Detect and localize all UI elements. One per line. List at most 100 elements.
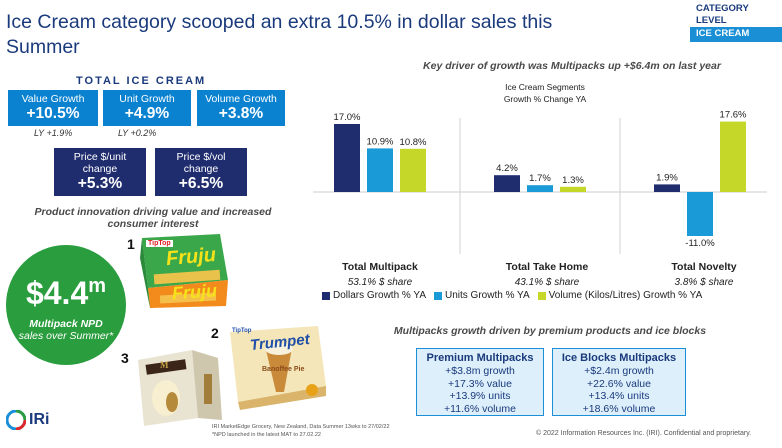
innovation-caption-line1: Product innovation driving value and inc… bbox=[34, 206, 272, 218]
chart-legend: Dollars Growth % YA Units Growth % YA Vo… bbox=[322, 290, 782, 301]
legend-label: Dollars Growth % YA bbox=[333, 290, 426, 301]
bar-data-label: 10.9% bbox=[367, 136, 394, 147]
legend-label: Volume (Kilos/Litres) Growth % YA bbox=[548, 290, 703, 301]
kpi-label: Unit Growth bbox=[119, 93, 175, 105]
chart-title-line2: Growth % Change YA bbox=[504, 94, 587, 104]
bar-dollars-2 bbox=[654, 184, 680, 192]
category-badge-line2: LEVEL bbox=[690, 15, 782, 27]
magnum-logo: M bbox=[160, 360, 169, 370]
category-share: 43.1% $ share bbox=[514, 277, 580, 288]
trumpet-product-image: TipTop Trumpet Banoffee Pie bbox=[226, 322, 328, 410]
kpi-ly-note: LY +1.9% bbox=[34, 128, 73, 138]
box-heading: Premium Multipacks bbox=[426, 352, 534, 364]
kpi-label: change bbox=[183, 163, 219, 175]
bar-volume-0 bbox=[400, 148, 426, 192]
legend-swatch bbox=[537, 291, 546, 300]
category-label: Total Take Home bbox=[505, 261, 589, 273]
kpi-value: +3.8% bbox=[218, 105, 264, 122]
footnote-npd: *NPD launched in the latest MAT to 27.02… bbox=[212, 432, 321, 438]
kpi-price-volume: Price $/vol change +6.5% bbox=[155, 148, 247, 196]
bar-dollars-1 bbox=[494, 175, 520, 192]
kpi-ly-note: LY +0.2% bbox=[118, 128, 157, 138]
innovation-caption-line2: consumer interest bbox=[107, 218, 199, 230]
legend-item-units: Units Growth % YA bbox=[434, 290, 530, 301]
kpi-label: Price $/vol bbox=[176, 151, 226, 163]
page-title: Ice Cream category scooped an extra 10.5… bbox=[6, 11, 553, 58]
bar-volume-1 bbox=[560, 186, 586, 192]
legend-item-dollars: Dollars Growth % YA bbox=[322, 290, 426, 301]
category-badge-line3: ICE CREAM bbox=[690, 27, 782, 42]
trumpet-flavour: Banoffee Pie bbox=[262, 366, 305, 373]
box-line: +13.9% units bbox=[449, 390, 511, 402]
kpi-price-unit: Price $/unit change +5.3% bbox=[54, 148, 146, 196]
category-label: Total Novelty bbox=[671, 261, 737, 273]
bar-units-1 bbox=[527, 185, 553, 192]
tiptop-logo-2: TipTop bbox=[232, 328, 252, 334]
tiptop-logo-1: TipTop bbox=[146, 240, 173, 247]
bar-data-label: 1.7% bbox=[529, 173, 551, 184]
kpi-label: Value Growth bbox=[21, 93, 85, 105]
legend-swatch bbox=[322, 291, 330, 300]
npd-label: Multipack NPD bbox=[29, 318, 103, 330]
premium-multipacks-box: Premium Multipacks +$3.8m growth +17.3% … bbox=[416, 348, 544, 416]
kpi-label: change bbox=[82, 163, 118, 175]
category-badge-line1: CATEGORY bbox=[690, 0, 782, 15]
box-line: +11.6% volume bbox=[444, 402, 516, 415]
box-line: +18.6% volume bbox=[582, 402, 656, 415]
box-line: +13.4% units bbox=[588, 390, 650, 402]
category-label: Total Multipack bbox=[342, 261, 418, 273]
npd-amount: $4.4m bbox=[6, 267, 126, 312]
legend-label: Units Growth % YA bbox=[445, 290, 530, 301]
npd-amount-value: $4.4 bbox=[25, 275, 89, 311]
total-ice-cream-heading: TOTAL ICE CREAM bbox=[76, 75, 207, 87]
bar-dollars-0 bbox=[334, 124, 360, 192]
kpi-value: +6.5% bbox=[178, 175, 224, 192]
product-number-1: 1 bbox=[127, 236, 135, 252]
multipack-npd-circle: $4.4m Multipack NPD sales over Summer* bbox=[6, 245, 126, 365]
legend-item-volume: Volume (Kilos/Litres) Growth % YA bbox=[537, 290, 703, 301]
fruju-logo-bottom: Fruju bbox=[171, 280, 218, 304]
bar-data-label: 1.9% bbox=[656, 172, 678, 183]
copyright: © 2022 Information Resources Inc. (IRI).… bbox=[536, 430, 752, 437]
kpi-label: Volume Growth bbox=[205, 93, 277, 105]
kpi-volume-growth: Volume Growth +3.8% bbox=[197, 90, 285, 126]
bar-data-label: 4.2% bbox=[496, 163, 518, 174]
segments-growth-chart: Ice Cream Segments Growth % Change YA 17… bbox=[313, 82, 767, 254]
bar-volume-2 bbox=[720, 121, 746, 192]
kpi-value: +4.9% bbox=[124, 105, 170, 122]
bar-data-label: 10.8% bbox=[400, 137, 427, 148]
npd-sublabel: sales over Summer* bbox=[18, 330, 114, 342]
chart-heading: Key driver of growth was Multipacks up +… bbox=[423, 60, 721, 72]
fruju-product-image: TipTop Fruju Fruju bbox=[138, 232, 230, 310]
iri-logo: IRi bbox=[6, 410, 49, 430]
chart-title-line1: Ice Cream Segments bbox=[505, 82, 585, 92]
category-share: 3.8% $ share bbox=[674, 277, 734, 288]
box-line: +$2.4m growth bbox=[584, 365, 654, 377]
box-heading: Ice Blocks Multipacks bbox=[561, 352, 677, 364]
kpi-value: +10.5% bbox=[26, 105, 80, 122]
fruju-logo-top: Fruju bbox=[165, 243, 217, 271]
product-number-3: 3 bbox=[121, 350, 129, 366]
category-share: 53.1% $ share bbox=[347, 277, 413, 288]
bar-units-0 bbox=[367, 148, 393, 192]
product-number-2: 2 bbox=[211, 325, 219, 341]
bar-data-label: 17.6% bbox=[720, 110, 747, 121]
bar-data-label: 17.0% bbox=[334, 112, 361, 123]
iri-logo-text: IRi bbox=[29, 411, 50, 428]
bar-data-label: 1.3% bbox=[562, 175, 584, 186]
box-line: +17.3% value bbox=[448, 377, 512, 390]
kpi-unit-growth: Unit Growth +4.9% bbox=[103, 90, 191, 126]
premium-caption: Multipacks growth driven by premium prod… bbox=[393, 325, 707, 337]
category-level-badge: CATEGORY LEVEL ICE CREAM bbox=[690, 0, 782, 44]
box-line: +22.6% value bbox=[587, 377, 651, 390]
iri-logo-mark-icon bbox=[6, 410, 26, 430]
bar-data-label: -11.0% bbox=[685, 238, 715, 249]
legend-swatch bbox=[434, 291, 442, 300]
ice-blocks-multipacks-box: Ice Blocks Multipacks +$2.4m growth +22.… bbox=[552, 348, 686, 416]
footnote-source: IRI MarketEdge Grocery, New Zealand, Dat… bbox=[212, 424, 390, 430]
kpi-value-growth: Value Growth +10.5% bbox=[8, 90, 98, 126]
kpi-label: Price $/unit bbox=[73, 151, 127, 163]
bar-units-2 bbox=[687, 192, 713, 236]
magnum-product-image: M bbox=[136, 348, 224, 428]
npd-amount-unit: m bbox=[88, 275, 107, 297]
